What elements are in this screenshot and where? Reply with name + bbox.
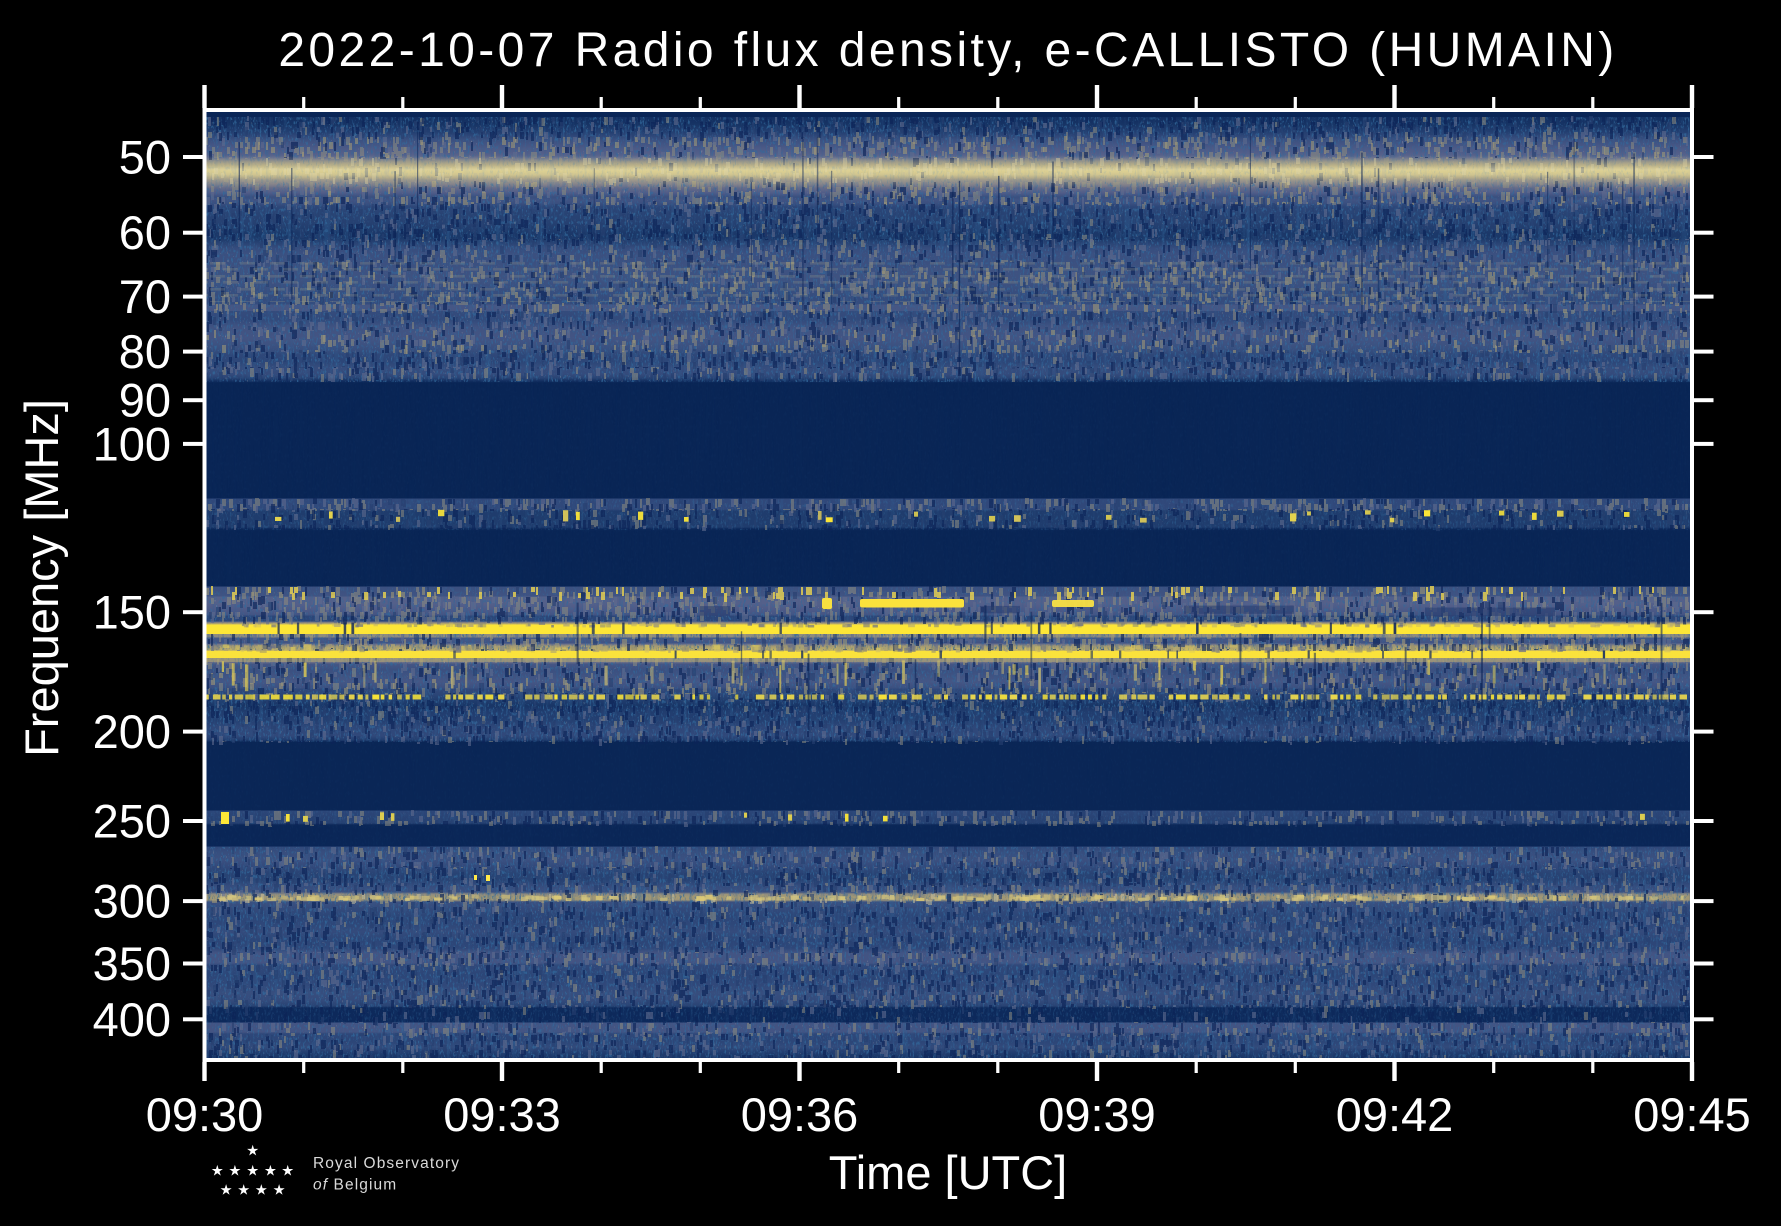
svg-text:400: 400 — [93, 993, 171, 1046]
svg-text:09:30: 09:30 — [146, 1088, 264, 1141]
svg-text:09:45: 09:45 — [1633, 1088, 1751, 1141]
svg-text:Time [UTC]: Time [UTC] — [829, 1146, 1067, 1199]
svg-text:of Belgium: of Belgium — [313, 1177, 397, 1194]
svg-text:50: 50 — [119, 131, 171, 184]
svg-text:Royal Observatory: Royal Observatory — [313, 1155, 460, 1172]
svg-text:250: 250 — [93, 795, 171, 848]
svg-text:09:42: 09:42 — [1336, 1088, 1454, 1141]
svg-text:200: 200 — [93, 705, 171, 758]
svg-text:09:36: 09:36 — [741, 1088, 859, 1141]
svg-text:2022-10-07 Radio flux density,: 2022-10-07 Radio flux density, e-CALLIST… — [278, 24, 1617, 77]
svg-text:60: 60 — [119, 206, 171, 259]
svg-text:100: 100 — [93, 417, 171, 470]
svg-text:70: 70 — [119, 270, 171, 323]
svg-text:Frequency [MHz]: Frequency [MHz] — [15, 399, 68, 757]
svg-text:09:39: 09:39 — [1038, 1088, 1156, 1141]
svg-text:150: 150 — [93, 586, 171, 639]
svg-text:09:33: 09:33 — [443, 1088, 561, 1141]
svg-text:90: 90 — [119, 374, 171, 427]
svg-text:350: 350 — [93, 937, 171, 990]
svg-text:80: 80 — [119, 325, 171, 378]
svg-text:300: 300 — [93, 875, 171, 928]
